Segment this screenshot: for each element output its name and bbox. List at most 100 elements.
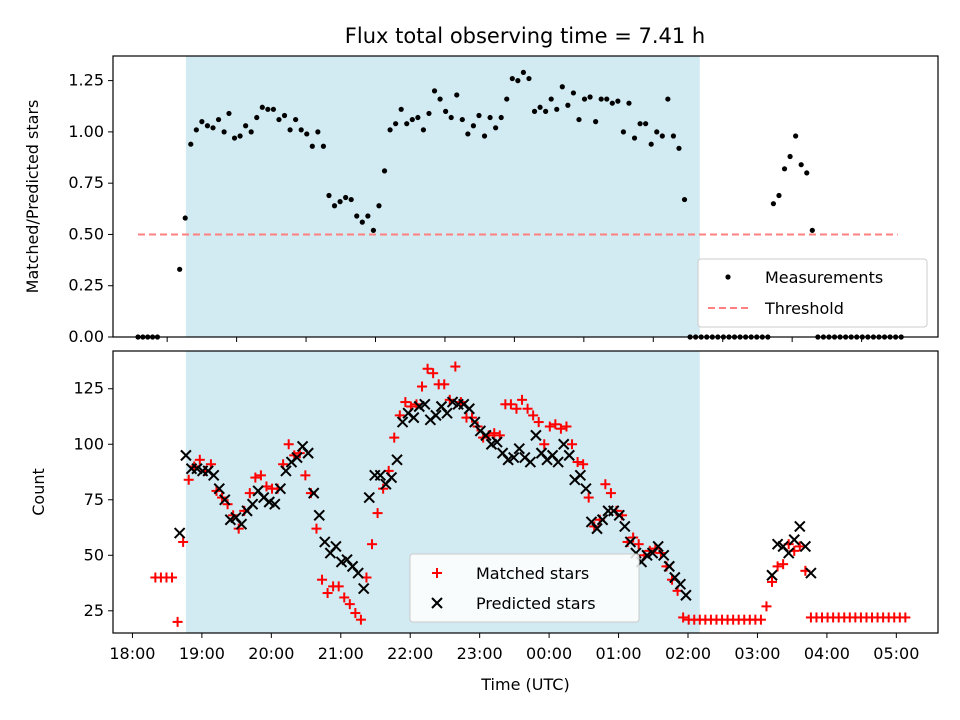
predicted-star-marker xyxy=(319,536,331,548)
measurement-point xyxy=(226,110,232,117)
predicted-star-marker xyxy=(280,465,292,477)
measurement-point xyxy=(559,84,565,90)
measurement-point xyxy=(221,129,227,135)
matched-star-marker xyxy=(522,403,533,414)
predicted-star-marker xyxy=(794,520,806,533)
measurement-point xyxy=(476,112,482,119)
legend-predicted-marker xyxy=(431,597,443,609)
marker-stroke xyxy=(313,509,325,522)
measurement-point xyxy=(298,127,304,133)
matched-star-marker xyxy=(678,612,689,623)
matched-star-marker xyxy=(339,592,350,603)
marker-stroke xyxy=(530,429,542,442)
marker-stroke xyxy=(352,567,364,579)
matched-star-marker xyxy=(400,397,411,408)
bottom-panel: 25 50 75 100 125 18:00 19:00 20:00 21:00 22:00 23… xyxy=(29,350,939,694)
legend-matched-label: Matched stars xyxy=(476,564,589,583)
marker-stroke xyxy=(385,471,398,484)
measurement-point xyxy=(670,133,677,139)
measurement-point xyxy=(454,92,460,98)
x-tick-label: 21:00 xyxy=(318,644,364,663)
measurement-point xyxy=(437,96,443,102)
measurement-point xyxy=(543,108,549,114)
measurement-point xyxy=(387,127,393,133)
measurement-point xyxy=(659,133,665,139)
x-tick-label: 01:00 xyxy=(596,644,642,663)
predicted-star-marker xyxy=(463,403,475,415)
predicted-star-marker xyxy=(269,498,281,510)
matched-star-marker xyxy=(194,454,205,465)
marker-stroke xyxy=(191,462,203,475)
predicted-star-marker xyxy=(219,494,231,506)
matched-star-marker xyxy=(450,361,461,372)
predicted-star-marker xyxy=(663,560,675,573)
x-tick-label: 03:00 xyxy=(734,644,780,663)
measurement-point xyxy=(570,90,577,96)
measurement-point xyxy=(548,96,554,102)
predicted-star-marker xyxy=(782,547,795,559)
y-tick-label: 0.50 xyxy=(68,224,104,243)
marker-stroke xyxy=(263,496,275,508)
marker-stroke xyxy=(469,416,481,428)
marker-stroke xyxy=(669,571,681,584)
x-tick-label: 20:00 xyxy=(248,644,294,663)
matched-star-marker xyxy=(555,423,566,434)
predicted-star-marker xyxy=(352,567,364,579)
matched-star-marker xyxy=(317,574,328,585)
marker-stroke xyxy=(591,522,603,535)
marker-stroke xyxy=(524,456,537,468)
marker-stroke xyxy=(557,438,570,450)
predicted-star-marker xyxy=(513,442,525,455)
marker-stroke xyxy=(363,491,375,504)
predicted-star-marker xyxy=(441,407,453,419)
matched-star-marker xyxy=(222,499,233,510)
marker-stroke xyxy=(396,416,409,428)
matched-star-marker xyxy=(572,457,583,468)
predicted-star-marker xyxy=(173,527,186,539)
marker-stroke xyxy=(552,456,564,468)
measurement-point xyxy=(265,106,271,112)
measurement-point xyxy=(365,213,371,219)
measurement-point xyxy=(343,194,349,201)
matched-star-marker xyxy=(544,421,555,432)
predicted-star-marker xyxy=(291,451,303,464)
predicted-star-marker xyxy=(657,549,670,561)
measurement-point xyxy=(609,100,615,106)
matched-star-marker xyxy=(428,368,439,379)
predicted-star-marker xyxy=(419,398,431,410)
measurement-point xyxy=(459,116,465,123)
measurement-point xyxy=(643,121,649,127)
legend-predicted-label: Predicted stars xyxy=(476,594,596,613)
predicted-star-marker xyxy=(563,449,575,462)
measurement-point xyxy=(315,129,321,135)
predicted-star-marker xyxy=(766,569,778,581)
predicted-star-marker xyxy=(407,411,420,424)
marker-stroke xyxy=(319,536,331,548)
matched-star-marker xyxy=(539,439,550,450)
marker-stroke xyxy=(788,534,800,546)
measurement-point xyxy=(804,170,810,176)
predicted-star-marker xyxy=(596,514,609,526)
x-tick-label: 04:00 xyxy=(804,644,850,663)
x-tick-label: 19:00 xyxy=(179,644,225,663)
measurement-point xyxy=(770,201,777,207)
matched-star-marker xyxy=(422,363,433,374)
marker-stroke xyxy=(430,409,442,422)
measurement-point xyxy=(370,227,377,233)
marker-stroke xyxy=(391,454,403,466)
matched-star-marker xyxy=(600,479,611,490)
measurement-point xyxy=(498,114,504,121)
marker-stroke xyxy=(346,560,359,573)
marker-stroke xyxy=(357,582,370,595)
chart-title: Flux total observing time = 7.41 h xyxy=(345,24,705,48)
measurement-point xyxy=(281,112,288,119)
marker-stroke xyxy=(419,398,431,410)
matched-star-marker xyxy=(367,539,378,550)
matched-star-marker xyxy=(322,588,333,599)
marker-stroke xyxy=(777,540,789,553)
measurement-point xyxy=(654,129,660,135)
x-axis-label: Time (UTC) xyxy=(480,675,569,694)
measurement-point xyxy=(237,133,243,139)
predicted-star-marker xyxy=(180,449,192,462)
measurement-point xyxy=(359,219,365,225)
